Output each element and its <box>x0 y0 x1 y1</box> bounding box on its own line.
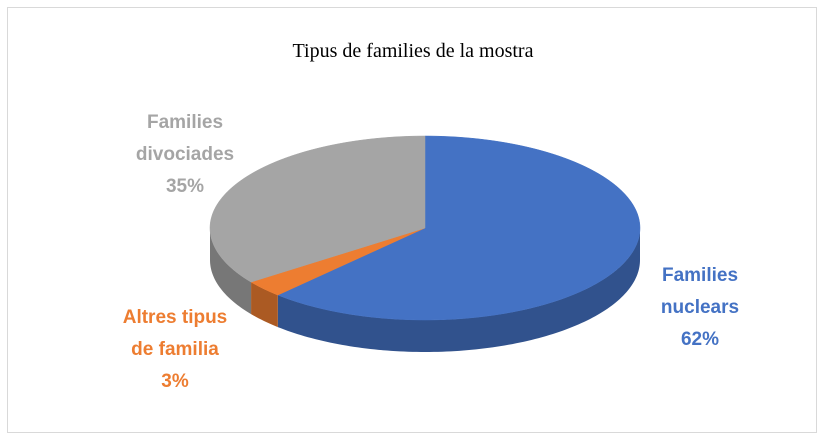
value-label: 35% <box>165 176 205 197</box>
data-label: Families divociades 35% <box>130 107 240 203</box>
chart-title: Tipus de families de la mostra <box>292 40 534 62</box>
category-label: Altres tipus de familia <box>122 307 228 360</box>
category-label: Families divociades <box>135 112 235 165</box>
slice <box>277 135 641 321</box>
chart-frame <box>7 7 817 433</box>
slice <box>250 227 426 296</box>
slice <box>209 135 426 283</box>
slice-side <box>277 228 640 352</box>
slice-side <box>251 282 278 328</box>
data-label: Families nuclears 62% <box>645 260 755 356</box>
slice-side <box>210 228 252 315</box>
data-label: Altres tipus de familia 3% <box>110 302 240 398</box>
value-label: 3% <box>161 371 189 392</box>
category-label: Families nuclears <box>660 265 740 318</box>
value-label: 62% <box>680 329 720 350</box>
